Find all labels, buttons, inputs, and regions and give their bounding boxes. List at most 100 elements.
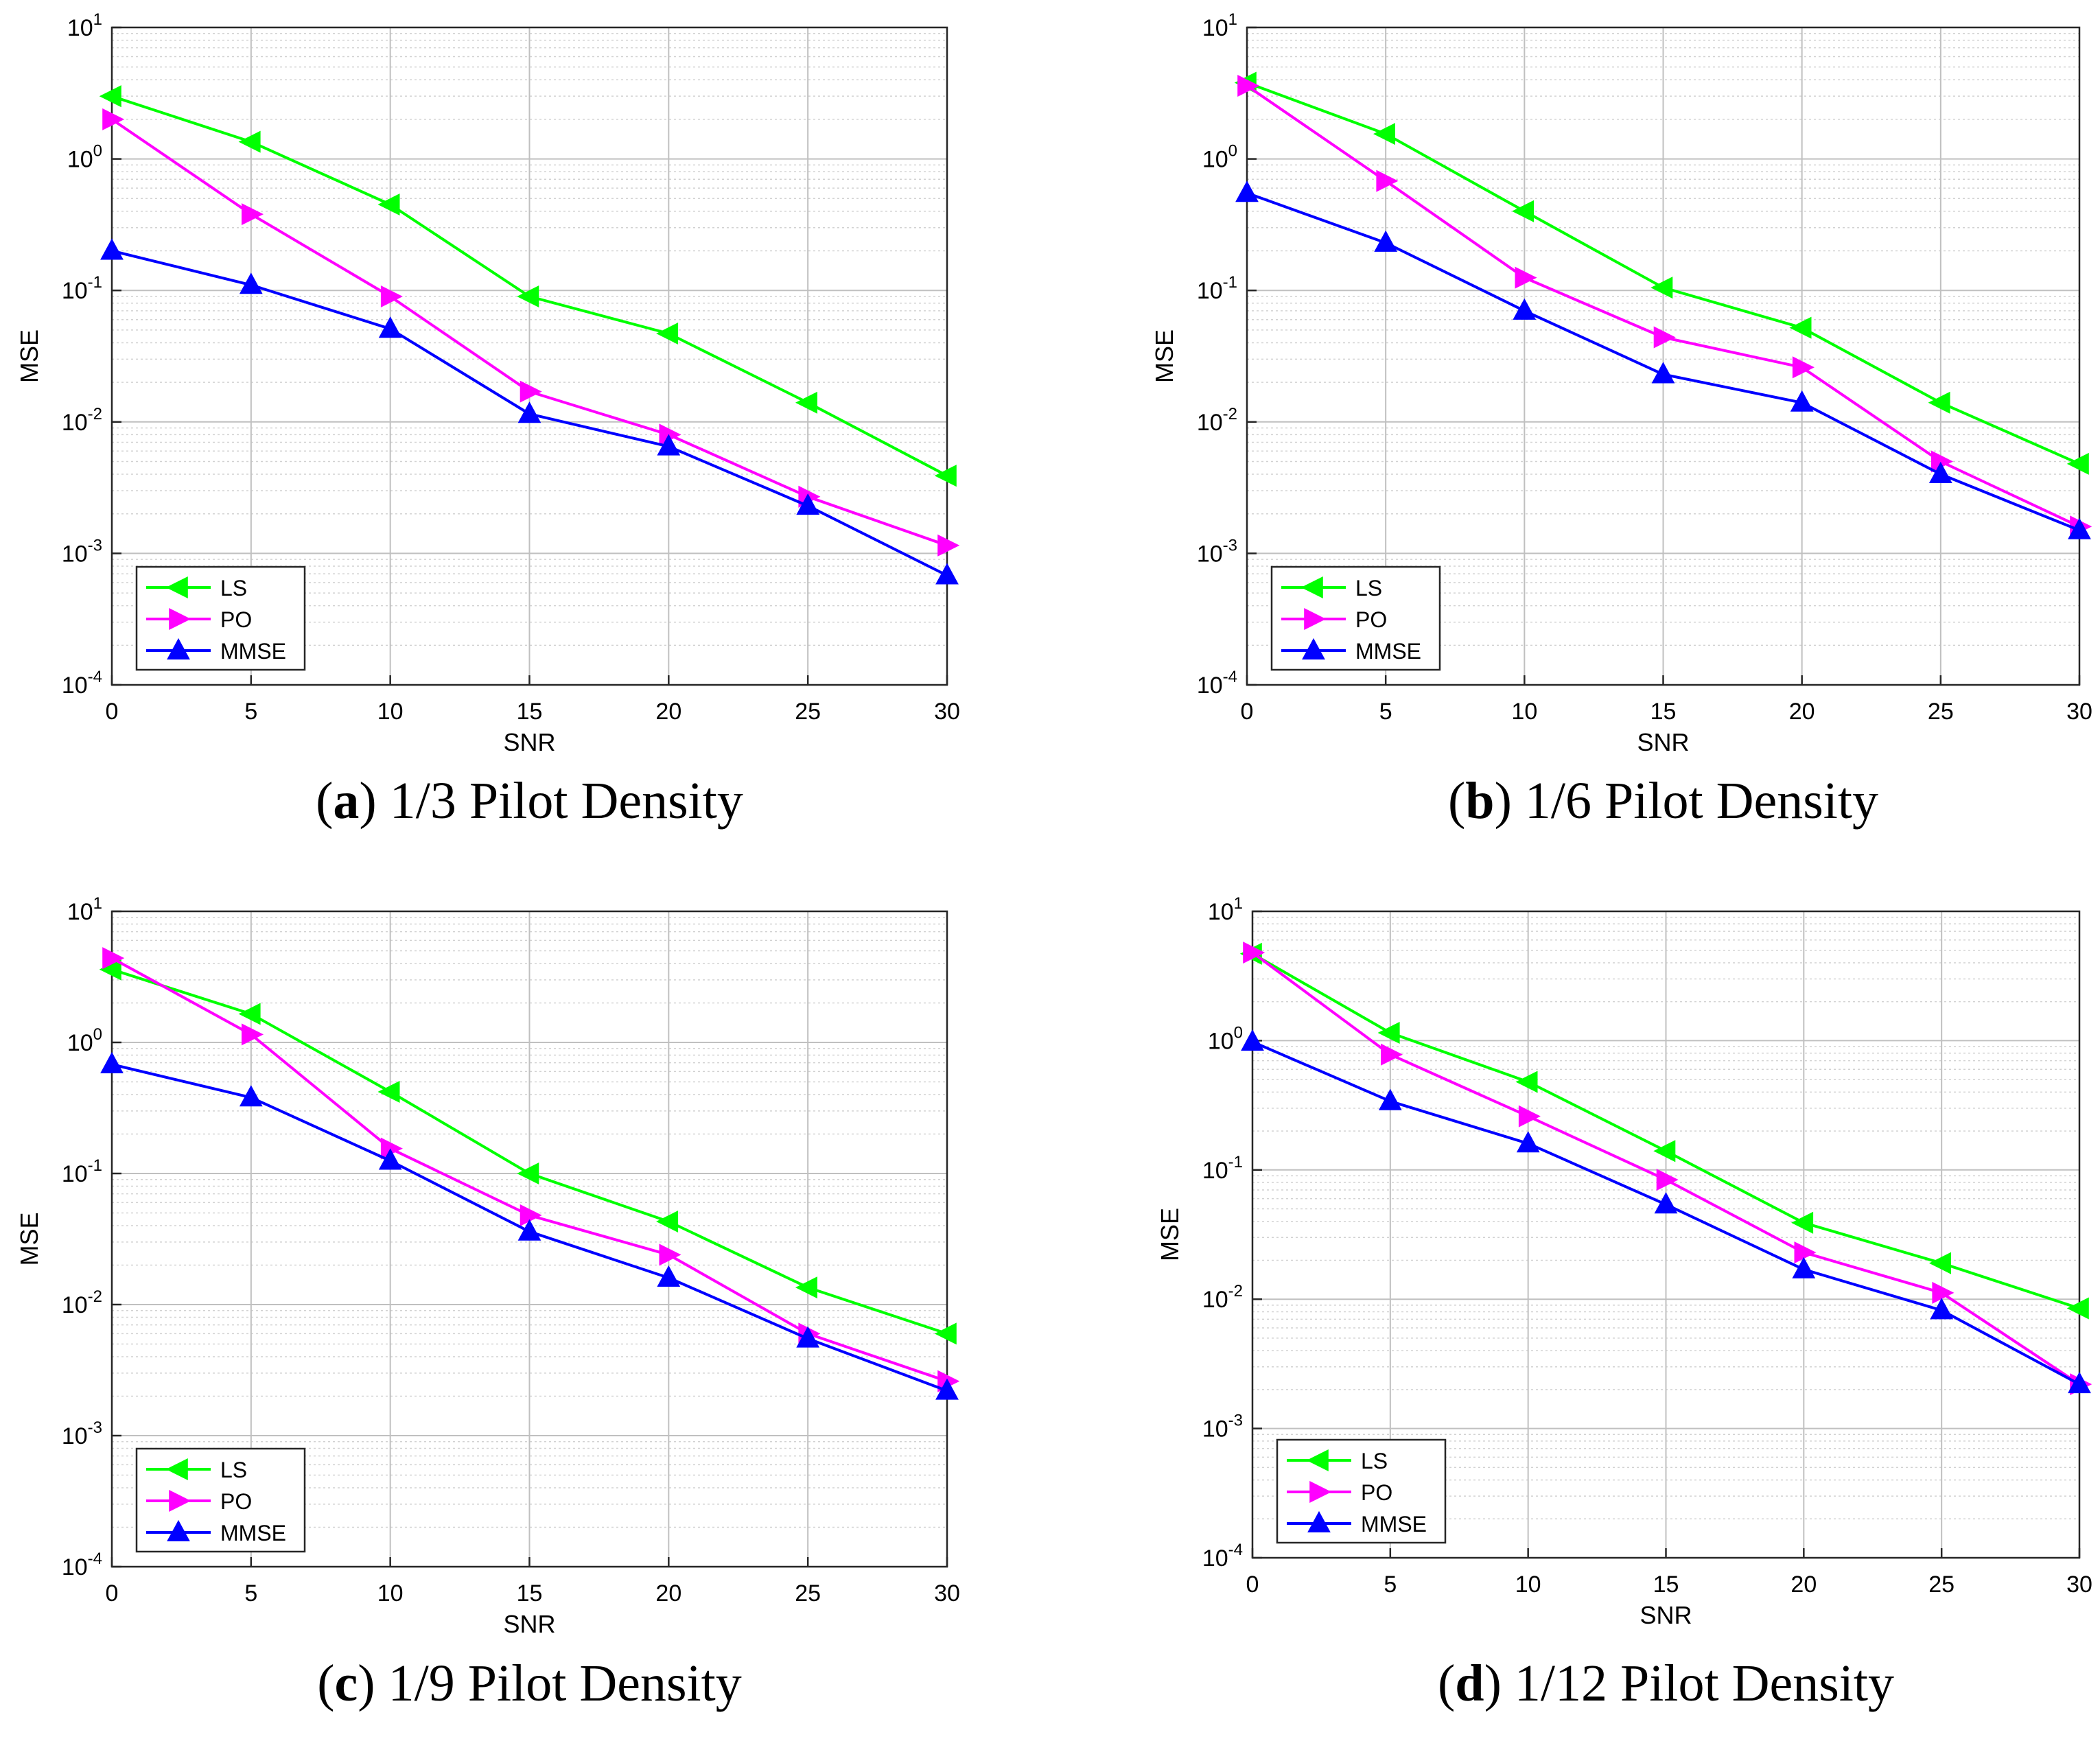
chart-b-point-po <box>1792 356 1815 379</box>
chart-b-x-tick-label: 30 <box>2066 699 2092 725</box>
chart-b-x-tick-label: 5 <box>1379 699 1392 725</box>
chart-a: 0 5 10 15 20 25 3010-410-310-210-1100101SNRMSE… <box>15 10 960 830</box>
chart-a-legend-marker-mmse <box>167 638 190 659</box>
chart-b-point-mmse <box>1790 390 1814 412</box>
chart-b-x-tick-label: 0 <box>1241 699 1254 725</box>
chart-c-x-tick-label: 30 <box>934 1580 960 1607</box>
chart-d-caption-close-paren: ) <box>1484 1655 1515 1712</box>
chart-b-point-po <box>1515 266 1537 289</box>
chart-b-y-tick-label: 100 <box>1202 142 1237 173</box>
chart-d-legend-label-ls: LS <box>1361 1449 1388 1473</box>
chart-d-point-ls <box>2066 1297 2089 1320</box>
chart-b-point-mmse <box>1928 461 1952 483</box>
chart-d-point-po <box>1794 1241 1817 1264</box>
chart-d-point-mmse <box>1654 1192 1678 1214</box>
chart-a-y-tick-label: 101 <box>67 10 102 41</box>
chart-a-legend-marker-ls <box>165 576 188 599</box>
chart-d-caption-open-paren: ( <box>1438 1655 1455 1712</box>
chart-c-point-po <box>242 1023 264 1046</box>
chart-a-point-mmse <box>796 493 820 515</box>
chart-a-point-ls <box>517 285 539 308</box>
chart-c-legend-marker-ls <box>165 1458 188 1481</box>
chart-a-point-po <box>520 380 542 403</box>
chart-a-y-tick-label: 100 <box>67 142 102 173</box>
chart-c-point-ls <box>517 1162 539 1185</box>
chart-c-x-axis-label: SNR <box>503 1610 555 1638</box>
chart-d-y-tick-label: 100 <box>1208 1023 1243 1054</box>
chart-d-x-tick-label: 15 <box>1653 1572 1679 1598</box>
chart-c-legend-label-mmse: MMSE <box>220 1521 286 1545</box>
chart-d-y-tick-exponent: 1 <box>1234 894 1243 913</box>
chart-c-y-tick-exponent: -2 <box>88 1287 102 1306</box>
chart-b-y-tick-label: 10-1 <box>1197 273 1237 304</box>
chart-a-y-tick-label: 10-4 <box>62 668 102 699</box>
chart-a-point-ls <box>377 193 400 216</box>
chart-a-point-mmse <box>100 238 124 260</box>
chart-a-point-mmse <box>517 401 541 423</box>
chart-d-x-tick-label: 10 <box>1515 1572 1541 1598</box>
chart-c-x-tick-label: 10 <box>377 1580 404 1607</box>
chart-c-x-tick-label: 25 <box>795 1580 821 1607</box>
chart-c-y-tick-exponent: -3 <box>88 1418 102 1437</box>
chart-c-x-tick-label: 5 <box>244 1580 257 1607</box>
chart-b-point-mmse <box>1235 180 1259 202</box>
chart-b-caption-close-paren: ) <box>1495 772 1525 830</box>
chart-d-caption-letter: d <box>1455 1655 1484 1712</box>
chart-c-y-tick-exponent: -1 <box>88 1156 102 1175</box>
chart-d-legend-marker-mmse <box>1307 1510 1331 1532</box>
chart-c-legend-marker-mmse <box>167 1519 190 1541</box>
chart-a-caption: (a) 1/3 Pilot Density <box>316 772 743 830</box>
chart-c-legend: LS PO MMSE <box>135 1447 306 1553</box>
chart-b-y-tick-base: 10 <box>1197 541 1223 567</box>
chart-a-legend-label-po: PO <box>220 607 252 632</box>
chart-c-y-tick-exponent: 1 <box>93 894 102 913</box>
chart-a-point-mmse <box>378 316 402 338</box>
chart-a-x-tick-label: 20 <box>655 699 681 725</box>
chart-b-point-ls <box>1373 123 1395 145</box>
chart-a-y-tick-label: 10-1 <box>62 273 102 304</box>
chart-a-point-mmse <box>239 272 263 294</box>
chart-d-legend-marker-po <box>1309 1480 1332 1504</box>
chart-d-y-tick-base: 10 <box>1208 1028 1234 1054</box>
chart-b-y-tick-exponent: -4 <box>1223 668 1237 686</box>
chart-d-point-ls <box>1653 1140 1676 1163</box>
chart-a-y-tick-exponent: -1 <box>88 273 102 292</box>
chart-a-y-tick-base: 10 <box>62 278 88 304</box>
chart-d-y-tick-label: 10-3 <box>1202 1412 1243 1443</box>
chart-a-y-axis-label: MSE <box>15 329 43 383</box>
chart-a-caption-text: 1/3 Pilot Density <box>390 772 743 830</box>
chart-b-caption-open-paren: ( <box>1448 772 1465 830</box>
chart-a-y-tick-label: 10-3 <box>62 536 102 567</box>
chart-b-point-ls <box>1512 200 1535 222</box>
chart-b-y-tick-base: 10 <box>1202 15 1228 41</box>
chart-c-caption-letter: c <box>335 1655 358 1712</box>
chart-c-y-tick-base: 10 <box>62 1292 88 1318</box>
chart-d-y-tick-label: 10-4 <box>1202 1541 1243 1572</box>
chart-b-y-tick-label: 10-3 <box>1197 536 1237 567</box>
chart-d-point-po <box>1518 1105 1541 1128</box>
chart-b-y-axis-label: MSE <box>1150 329 1178 383</box>
chart-a-x-tick-label: 25 <box>795 699 821 725</box>
chart-c-y-tick-base: 10 <box>62 1423 88 1449</box>
chart-c-x-tick-label: 20 <box>655 1580 681 1607</box>
chart-d-point-mmse <box>1378 1088 1402 1110</box>
chart-c-point-po <box>659 1243 681 1266</box>
chart-a-point-ls <box>795 391 817 414</box>
chart-a-y-tick-base: 10 <box>62 410 88 436</box>
chart-a-point-po <box>380 285 403 308</box>
chart-d-y-tick-exponent: -3 <box>1228 1412 1243 1430</box>
chart-c-point-mmse <box>796 1326 820 1348</box>
chart-c-point-mmse <box>239 1085 263 1107</box>
chart-a-point-ls <box>238 130 261 153</box>
chart-d-y-tick-base: 10 <box>1202 1287 1228 1313</box>
chart-d-point-po <box>1932 1281 1955 1304</box>
chart-d-x-axis-label: SNR <box>1640 1601 1692 1629</box>
chart-c-caption-close-paren: ) <box>358 1655 388 1712</box>
chart-b-x-tick-label: 20 <box>1789 699 1815 725</box>
chart-c-x-tick-label: 15 <box>517 1580 543 1607</box>
chart-b-y-tick-exponent: -2 <box>1223 405 1237 423</box>
chart-b-caption-text: 1/6 Pilot Density <box>1525 772 1878 830</box>
chart-b-y-tick-base: 10 <box>1197 410 1223 436</box>
chart-c-y-tick-label: 10-4 <box>62 1550 102 1580</box>
chart-d-y-tick-exponent: -1 <box>1228 1153 1243 1171</box>
